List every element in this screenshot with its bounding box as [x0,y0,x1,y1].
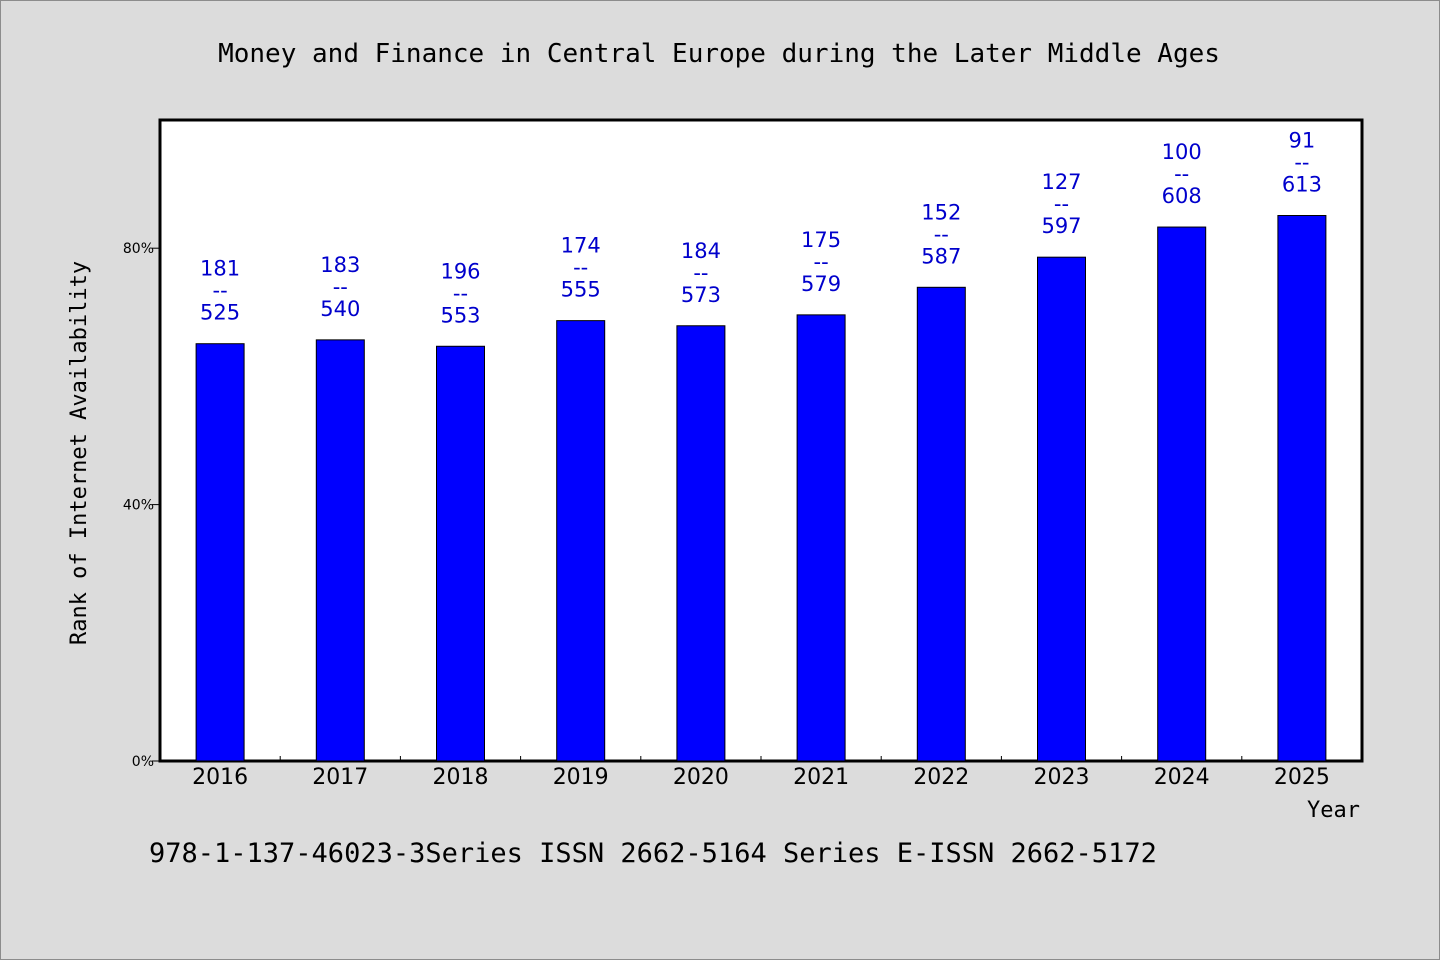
y-tick-label: 80% [123,241,154,257]
data-label-separator: -- [573,256,588,280]
data-label-top: 181 [200,257,240,281]
bar-2024 [1157,226,1207,762]
bar-2021 [796,314,846,762]
data-label-bottom: 613 [1282,173,1322,197]
data-label-bottom: 597 [1041,214,1081,238]
data-label-separator: -- [453,281,468,305]
x-tick-label: 2016 [192,765,248,790]
data-label-top: 184 [681,239,721,263]
data-label-top: 175 [801,228,841,252]
x-tick-label: 2025 [1274,765,1330,790]
x-axis: 2016 2017 2018 2019 2020 2021 2022 2023 2024 2025 [192,756,1330,790]
bar-2023 [1037,256,1086,762]
data-labels: 181--525183--540196--553174--555184--573… [200,129,1322,328]
data-label-bottom: 573 [681,283,721,307]
data-label-top: 100 [1162,140,1202,164]
y-axis: 0% 40% 80% [123,241,160,770]
bar-2018 [436,345,485,762]
footer-note: 978-1-137-46023-3Series ISSN 2662-5164 S… [149,838,1157,869]
data-label-bottom: 553 [440,303,480,327]
x-tick-label: 2020 [673,765,729,790]
x-tick-label: 2019 [553,765,609,790]
data-label-bottom: 608 [1162,184,1202,208]
x-tick-label: 2017 [312,765,368,790]
data-label-top: 183 [320,253,360,277]
x-tick-label: 2021 [793,765,849,790]
y-tick-label: 0% [132,754,154,770]
y-tick-label: 40% [123,498,154,514]
data-label-separator: -- [693,261,708,285]
data-label-separator: -- [1174,162,1189,186]
data-label-separator: -- [1054,192,1069,216]
bar-2020 [676,325,726,762]
data-label-top: 127 [1041,170,1081,194]
data-label-separator: -- [333,275,348,299]
data-label-bottom: 555 [561,278,601,302]
data-label-bottom: 525 [200,301,240,325]
data-label-separator: -- [1294,151,1309,175]
x-tick-label: 2023 [1034,765,1090,790]
bar-2016 [195,343,245,762]
bars [195,215,1327,762]
bar-2017 [315,339,365,762]
data-label-bottom: 540 [320,297,360,321]
data-label-separator: -- [814,250,829,274]
x-tick-label: 2024 [1154,765,1210,790]
data-label-top: 196 [440,259,480,283]
chart-title: Money and Finance in Central Europe duri… [218,39,1220,69]
x-tick-label: 2022 [913,765,969,790]
data-label-top: 152 [921,200,961,224]
data-label-top: 91 [1289,129,1316,153]
data-label-separator: -- [213,279,228,303]
data-label-bottom: 579 [801,272,841,296]
data-label-bottom: 587 [921,244,961,268]
data-label-separator: -- [934,222,949,246]
bar-2022 [916,286,966,762]
bar-2025 [1277,215,1327,762]
data-label-top: 174 [561,234,601,258]
x-tick-label: 2018 [433,765,489,790]
x-axis-title: Year [1307,798,1360,823]
y-axis-title: Rank of Internet Availability [67,261,92,645]
bar-2019 [556,320,606,762]
